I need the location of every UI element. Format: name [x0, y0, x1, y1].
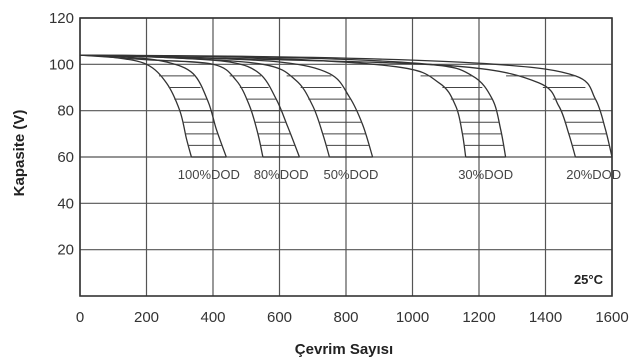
series-line-inner	[79, 54, 467, 158]
y-tick-label: 20	[57, 242, 74, 259]
temperature-annotation: 25°C	[574, 272, 604, 287]
series-label: 20%DOD	[566, 167, 621, 182]
series-label: 80%DOD	[254, 167, 309, 182]
series-2: 50%DOD	[79, 54, 379, 182]
series-line-inner	[79, 54, 193, 158]
series-line-inner	[79, 54, 331, 158]
series-line-inner	[79, 54, 577, 158]
y-tick-label: 80	[57, 103, 74, 120]
x-tick-label: 200	[134, 309, 159, 326]
y-tick-label: 60	[57, 149, 74, 166]
series-label: 100%DOD	[178, 167, 240, 182]
series-line-inner	[79, 54, 264, 158]
series-3: 30%DOD	[79, 54, 513, 182]
x-tick-label: 0	[76, 309, 84, 326]
x-tick-label: 600	[267, 309, 292, 326]
series-line-outer	[79, 54, 613, 158]
series-line-outer	[79, 54, 507, 158]
axis-layer: 0 200 400 600 800 1000 1200 1400 1600 20 40 60 80 100…	[49, 10, 629, 326]
y-tick-label: 100	[49, 56, 74, 73]
y-axis-title: Kapasite (V)	[11, 110, 28, 197]
series-layer: 100%DOD 80%DOD 50%DOD 30%DOD 20%DOD	[79, 54, 621, 182]
x-axis-title: Çevrim Sayısı	[295, 341, 393, 358]
series-0: 100%DOD	[79, 54, 240, 182]
series-label: 30%DOD	[458, 167, 513, 182]
x-tick-label: 1400	[529, 309, 562, 326]
x-tick-label: 400	[200, 309, 225, 326]
y-tick-label: 120	[49, 10, 74, 27]
series-label: 50%DOD	[324, 167, 379, 182]
x-tick-label: 1200	[462, 309, 495, 326]
x-tick-label: 1000	[396, 309, 429, 326]
x-tick-label: 1600	[595, 309, 628, 326]
series-line-outer	[79, 54, 227, 158]
y-tick-label: 40	[57, 195, 74, 212]
series-4: 20%DOD	[79, 54, 621, 182]
x-tick-label: 800	[333, 309, 358, 326]
